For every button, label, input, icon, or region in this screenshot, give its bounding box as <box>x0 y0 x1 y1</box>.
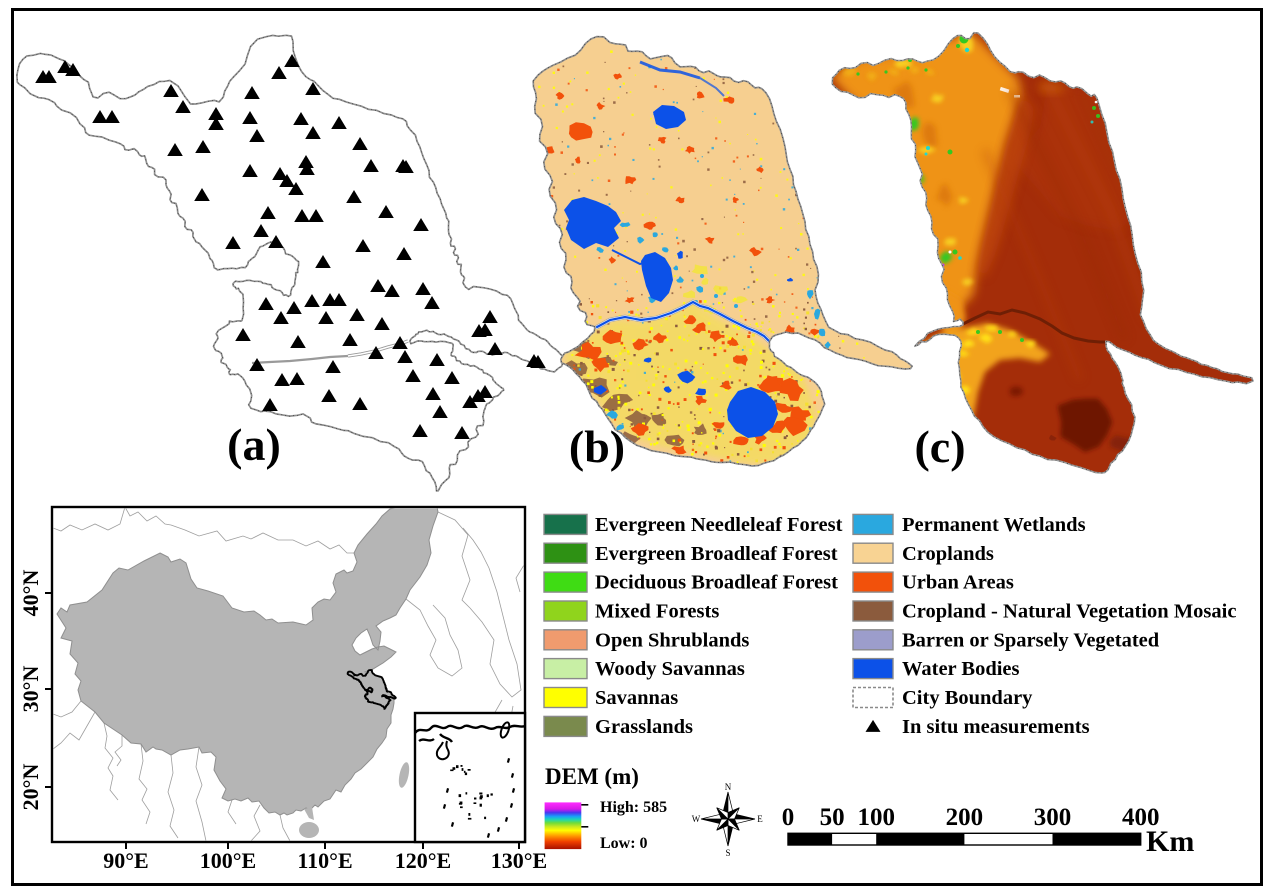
svg-text:N: N <box>725 782 732 792</box>
svg-text:110°E: 110°E <box>297 848 352 873</box>
svg-text:Evergreen Needleleaf Forest: Evergreen Needleleaf Forest <box>595 514 843 536</box>
svg-text:100: 100 <box>857 804 895 831</box>
svg-text:Km: Km <box>1146 825 1194 858</box>
svg-text:50: 50 <box>820 804 845 831</box>
svg-text:Evergreen Broadleaf Forest: Evergreen Broadleaf Forest <box>595 543 838 565</box>
svg-text:Mixed Forests: Mixed Forests <box>595 601 719 623</box>
svg-text:Barren or Sparsely Vegetated: Barren or Sparsely Vegetated <box>902 629 1160 651</box>
svg-text:300: 300 <box>1034 804 1072 831</box>
svg-text:(b): (b) <box>569 421 625 472</box>
svg-text:Permanent Wetlands: Permanent Wetlands <box>902 514 1086 536</box>
svg-text:30°N: 30°N <box>18 666 43 713</box>
svg-text:Cropland - Natural Vegetation: Cropland - Natural Vegetation Mosaic <box>902 601 1236 623</box>
svg-text:E: E <box>757 814 763 824</box>
svg-text:DEM (m): DEM (m) <box>545 764 639 789</box>
svg-text:Croplands: Croplands <box>902 543 994 565</box>
svg-text:High: 585: High: 585 <box>600 799 667 816</box>
svg-text:(a): (a) <box>227 419 281 470</box>
svg-text:Urban Areas: Urban Areas <box>902 572 1014 594</box>
svg-text:W: W <box>692 814 701 824</box>
svg-text:130°E: 130°E <box>491 848 547 873</box>
svg-text:40°N: 40°N <box>18 570 43 617</box>
svg-text:City Boundary: City Boundary <box>902 687 1033 709</box>
svg-text:200: 200 <box>946 804 984 831</box>
svg-text:In situ measurements: In situ measurements <box>902 716 1090 738</box>
svg-text:90°E: 90°E <box>103 848 148 873</box>
svg-text:100°E: 100°E <box>200 848 256 873</box>
svg-text:(c): (c) <box>914 421 965 472</box>
svg-text:120°E: 120°E <box>395 848 451 873</box>
svg-text:Water Bodies: Water Bodies <box>902 658 1020 680</box>
svg-text:400: 400 <box>1122 804 1160 831</box>
svg-text:Open Shrublands: Open Shrublands <box>595 629 749 651</box>
svg-text:Deciduous Broadleaf Forest: Deciduous Broadleaf Forest <box>595 572 838 594</box>
svg-text:Woody Savannas: Woody Savannas <box>595 658 745 680</box>
svg-text:0: 0 <box>782 804 795 831</box>
svg-text:20°N: 20°N <box>18 764 43 811</box>
svg-text:S: S <box>725 848 730 858</box>
svg-text:Grasslands: Grasslands <box>595 716 693 738</box>
svg-text:Low: 0: Low: 0 <box>600 835 648 852</box>
svg-text:Savannas: Savannas <box>595 687 678 709</box>
